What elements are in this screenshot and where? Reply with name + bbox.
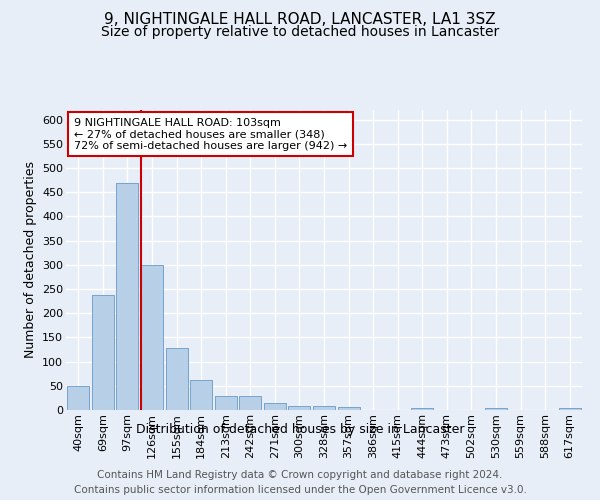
Bar (141, 265, 163, 410)
Bar (264, 402, 286, 410)
Bar (190, 380, 212, 410)
Text: 9 NIGHTINGALE HALL ROAD: 103sqm
← 27% of detached houses are smaller (348)
72% o: 9 NIGHTINGALE HALL ROAD: 103sqm ← 27% of… (74, 118, 347, 150)
Text: Contains public sector information licensed under the Open Government Licence v3: Contains public sector information licen… (74, 485, 526, 495)
Text: 9, NIGHTINGALE HALL ROAD, LANCASTER, LA1 3SZ: 9, NIGHTINGALE HALL ROAD, LANCASTER, LA1… (104, 12, 496, 28)
Bar (239, 396, 262, 410)
Text: Size of property relative to detached houses in Lancaster: Size of property relative to detached ho… (101, 25, 499, 39)
Bar (67, 386, 89, 410)
Bar (92, 295, 114, 410)
Bar (338, 407, 359, 410)
Bar (289, 406, 310, 410)
Bar (313, 406, 335, 410)
Bar (215, 396, 237, 410)
Bar (411, 408, 433, 410)
Bar (559, 408, 581, 410)
Text: Distribution of detached houses by size in Lancaster: Distribution of detached houses by size … (136, 422, 464, 436)
Bar (485, 408, 507, 410)
Y-axis label: Number of detached properties: Number of detached properties (23, 162, 37, 358)
Bar (116, 182, 139, 410)
Text: Contains HM Land Registry data © Crown copyright and database right 2024.: Contains HM Land Registry data © Crown c… (97, 470, 503, 480)
Bar (166, 348, 188, 410)
